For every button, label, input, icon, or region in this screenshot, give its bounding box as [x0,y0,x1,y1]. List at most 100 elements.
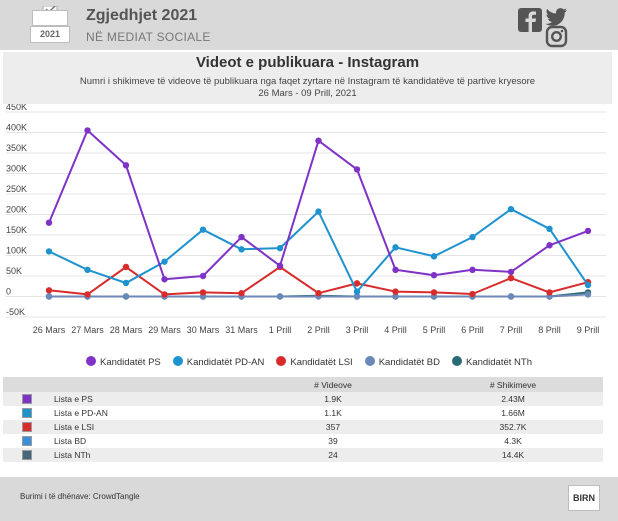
data-point[interactable] [122,293,130,300]
facebook-icon[interactable] [518,8,542,32]
legend-item[interactable]: Kandidatët PS [86,356,161,368]
table-row: Lista BD 39 4.3K [3,434,603,448]
data-point[interactable] [45,293,53,300]
legend-marker [276,356,287,366]
table-header-name [50,377,243,392]
x-tick-label: 3 Prill [346,325,369,335]
y-tick-label: 100K [6,246,27,256]
ps-logo-icon [21,394,32,405]
legend-label: Kandidatët LSI [290,357,353,368]
ballot-box-top [32,10,68,26]
data-point[interactable] [430,271,438,279]
data-point[interactable] [276,244,284,252]
data-point[interactable] [161,276,168,283]
data-point[interactable] [45,287,53,294]
data-point[interactable] [199,226,207,233]
data-point[interactable] [84,127,91,134]
y-tick-label: 0 [6,287,11,297]
data-point[interactable] [238,290,245,297]
data-point[interactable] [199,289,207,296]
header: 2021 Zgjedhjet 2021 NË MEDIAT SOCIALE [0,0,618,50]
view-count: 352.7K [423,420,603,434]
data-point[interactable] [392,288,399,295]
data-point[interactable] [353,288,361,295]
instagram-icon[interactable] [545,25,568,48]
data-point[interactable] [161,258,168,265]
data-point[interactable] [276,262,284,269]
bd-logo-icon [21,436,32,447]
legend-label: Kandidatët PS [100,357,161,368]
data-point[interactable] [84,266,91,274]
data-point[interactable] [84,291,91,298]
data-point[interactable] [122,263,130,271]
party-name: Lista e LSI [50,420,243,434]
data-point[interactable] [392,266,399,274]
table-header-row: # Videove # Shikimeve [3,377,603,392]
data-point[interactable] [430,253,438,260]
data-point[interactable] [315,137,322,144]
party-logo-cell [3,448,50,462]
party-logo-cell [3,406,50,420]
video-count: 1.1K [243,406,423,420]
birn-logo: BIRN [568,485,600,511]
data-point[interactable] [276,293,284,300]
data-point[interactable] [45,219,53,226]
ballot-box-logo: 2021 [30,6,70,43]
legend-item[interactable]: Kandidatët PD-AN [172,356,265,368]
data-point[interactable] [45,248,53,255]
legend-label: Kandidatët NTh [465,357,532,368]
x-tick-label: 9 Prill [577,325,600,335]
chart-title-band: Videot e publikuara - Instagram [3,52,612,74]
data-point[interactable] [546,225,553,233]
twitter-icon[interactable] [545,8,567,26]
party-logo-cell [3,420,50,434]
data-point[interactable] [507,205,515,213]
data-point[interactable] [584,227,592,235]
data-point[interactable] [353,280,361,287]
data-point[interactable] [430,289,438,296]
data-point[interactable] [315,208,322,215]
chart-description: Numri i shikimeve të videove të publikua… [79,76,536,87]
data-point[interactable] [584,291,592,298]
party-name: Lista NTh [50,448,243,462]
data-point[interactable] [238,233,245,241]
data-point[interactable] [469,233,476,241]
data-point[interactable] [122,279,130,287]
data-point[interactable] [507,293,515,300]
legend-item[interactable]: Kandidatët NTh [451,356,532,368]
data-point[interactable] [353,166,361,173]
data-point[interactable] [238,246,245,253]
summary-table: # Videove # Shikimeve Lista e PS 1.9K 2.43… [3,377,603,462]
data-point[interactable] [122,162,130,169]
data-point[interactable] [584,281,592,289]
data-point[interactable] [469,266,476,274]
video-count: 357 [243,420,423,434]
view-count: 14.4K [423,448,603,462]
y-tick-label: -50K [6,307,25,317]
data-point[interactable] [353,293,361,300]
party-name: Lista e PS [50,392,243,406]
x-tick-label: 2 Prill [307,325,330,335]
table-header-views: # Shikimeve [423,377,603,392]
legend-label: Kandidatët PD-AN [186,357,265,368]
x-tick-label: 29 Mars [148,325,181,335]
x-tick-label: 6 Prill [461,325,484,335]
data-point[interactable] [546,289,553,296]
x-tick-label: 5 Prill [423,325,446,335]
y-tick-label: 300K [6,164,27,174]
table-row: Lista NTh 24 14.4K [3,448,603,462]
y-tick-label: 250K [6,184,27,194]
data-point[interactable] [315,290,322,297]
legend-item[interactable]: Kandidatët LSI [276,356,353,368]
data-point[interactable] [546,242,553,249]
y-tick-label: 200K [6,205,27,215]
data-point[interactable] [392,293,399,300]
data-point[interactable] [507,274,515,282]
data-point[interactable] [469,290,476,298]
logo-year: 2021 [30,26,70,43]
data-point[interactable] [392,244,399,251]
data-point[interactable] [507,268,515,276]
legend-item[interactable]: Kandidatët BD [364,356,440,368]
data-point[interactable] [199,272,207,280]
data-point[interactable] [161,291,168,298]
